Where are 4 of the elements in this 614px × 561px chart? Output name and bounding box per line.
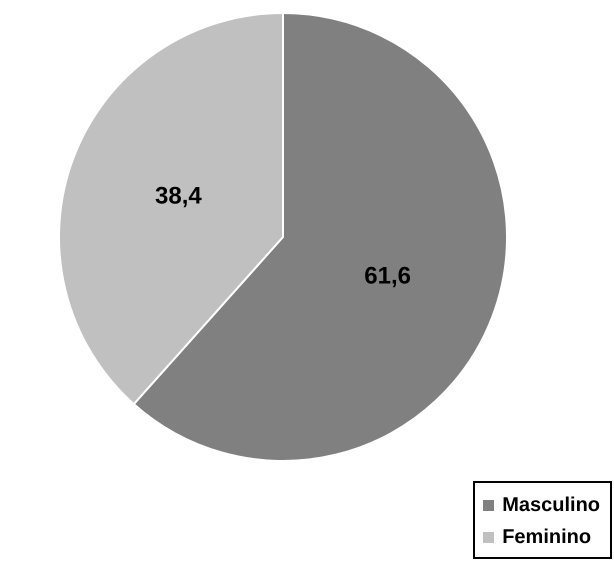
data-label: 38,4 [154,182,202,210]
data-label: 61,6 [364,262,412,290]
legend-label: Masculino [502,494,600,516]
legend-label: Feminino [502,526,592,548]
